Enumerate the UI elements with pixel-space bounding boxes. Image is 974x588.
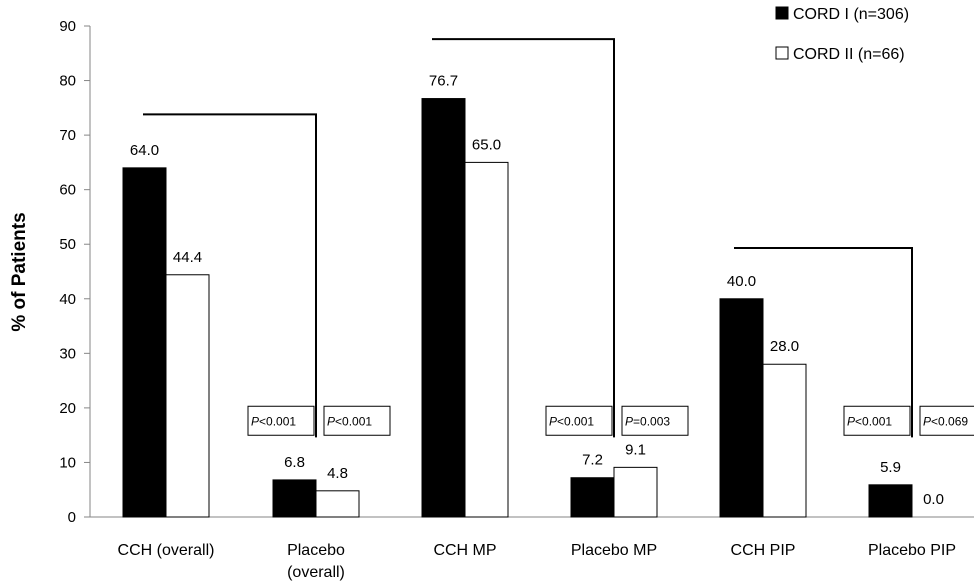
bar-cord-ii	[613, 466, 658, 518]
y-tick-label: 0	[68, 509, 76, 526]
p-value-box	[323, 405, 391, 436]
significance-bracket	[432, 38, 615, 438]
y-tick-label: 40	[59, 291, 76, 308]
bar-cord-ii	[762, 363, 807, 518]
y-tick-label: 10	[59, 454, 76, 471]
data-label: 64.0	[130, 142, 159, 159]
p-value-box	[545, 405, 613, 436]
data-label: 4.8	[327, 465, 348, 482]
data-label: 40.0	[727, 273, 756, 290]
bar-cord-i	[272, 479, 317, 518]
bar-cord-i	[719, 298, 764, 518]
bar-cord-ii	[315, 490, 360, 518]
data-label: 28.0	[770, 338, 799, 355]
legend-swatch	[775, 6, 789, 20]
y-axis-label: % of Patients	[9, 212, 30, 331]
category-label: Placebo (overall)	[287, 542, 345, 581]
p-value-label: P<0.001	[327, 414, 372, 428]
bar-cord-i	[421, 98, 466, 518]
data-label: 9.1	[625, 441, 646, 458]
bar-cord-ii	[165, 274, 210, 518]
y-tick-label: 60	[59, 182, 76, 199]
y-tick-label: 30	[59, 345, 76, 362]
y-tick-label: 90	[59, 18, 76, 35]
p-value-box	[621, 405, 689, 436]
legend-label: CORD I (n=306)	[793, 6, 909, 23]
data-label: 65.0	[472, 136, 501, 153]
p-value-box	[919, 405, 974, 436]
data-label: 6.8	[284, 454, 305, 471]
data-label: 5.9	[880, 459, 901, 476]
category-label: Placebo PIP	[868, 542, 956, 559]
legend-label: CORD II (n=66)	[793, 46, 905, 63]
legend-swatch	[775, 46, 789, 60]
p-value-label: P<0.001	[251, 414, 296, 428]
data-label: 0.0	[923, 491, 944, 508]
y-tick-label: 20	[59, 400, 76, 417]
significance-bracket	[734, 247, 913, 438]
category-label: CCH MP	[433, 542, 496, 559]
p-value-label: P<0.001	[847, 414, 892, 428]
p-value-label: P<0.069	[923, 414, 968, 428]
bar-cord-i	[122, 167, 167, 518]
significance-bracket	[143, 113, 317, 438]
y-tick-label: 50	[59, 236, 76, 253]
bar-cord-i	[570, 477, 615, 518]
data-label: 76.7	[429, 73, 458, 90]
y-tick-label: 70	[59, 127, 76, 144]
category-label: CCH (overall)	[118, 542, 215, 559]
data-label: 44.4	[173, 249, 202, 266]
p-value-box	[247, 405, 315, 436]
y-tick-label: 80	[59, 73, 76, 90]
category-label: Placebo MP	[571, 542, 657, 559]
data-label: 7.2	[582, 452, 603, 469]
bar-cord-i	[868, 484, 913, 518]
p-value-box	[843, 405, 911, 436]
bar-cord-ii	[464, 161, 509, 518]
p-value-label: P<0.001	[549, 414, 594, 428]
p-value-label: P=0.003	[625, 414, 670, 428]
category-label: CCH PIP	[731, 542, 796, 559]
